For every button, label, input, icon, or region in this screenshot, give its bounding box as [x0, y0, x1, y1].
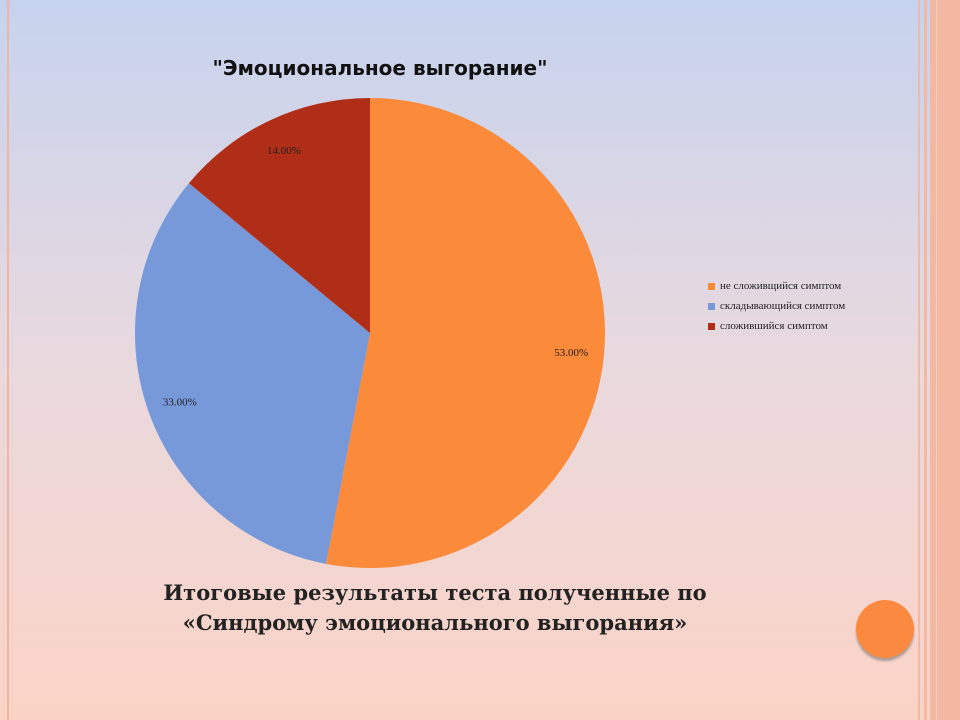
pie-slice-1: [325, 98, 606, 568]
decor-stripe: [924, 0, 927, 720]
pie-label-3: 14.00%: [267, 145, 301, 157]
legend-label: сложившийся симптом: [720, 320, 828, 332]
legend-label: складывающийся симптом: [720, 300, 846, 312]
decor-stripe: [936, 0, 937, 720]
chart-title: "Эмоциональное выгорание": [212, 56, 548, 80]
legend-label: не сложивщийся симптом: [720, 280, 842, 292]
caption-line-1: Итоговые результаты теста полученные по: [163, 580, 707, 605]
legend-item-3: сложившийся симптом: [708, 316, 845, 336]
frame-left-line: [7, 0, 9, 720]
pie-slice-3: [188, 98, 370, 333]
legend-swatch: [708, 302, 715, 310]
slide-caption: Итоговые результаты теста полученные по …: [0, 578, 870, 638]
legend-item-1: не сложивщийся симптом: [708, 276, 845, 296]
chart-legend: не сложивщийся симптом складывающийся сим…: [708, 276, 845, 336]
legend-swatch: [708, 322, 715, 330]
legend-swatch: [708, 282, 715, 290]
legend-item-2: складывающийся симптом: [708, 296, 845, 316]
pie-label-2: 33.00%: [163, 396, 197, 408]
decor-stripe: [930, 0, 960, 720]
pie-label-1: 53.00%: [554, 347, 588, 359]
decor-stripe: [918, 0, 920, 720]
caption-line-2: «Синдрому эмоционального выгорания»: [182, 610, 688, 635]
next-slide-button[interactable]: [856, 600, 914, 658]
pie-slice-2: [134, 183, 370, 564]
